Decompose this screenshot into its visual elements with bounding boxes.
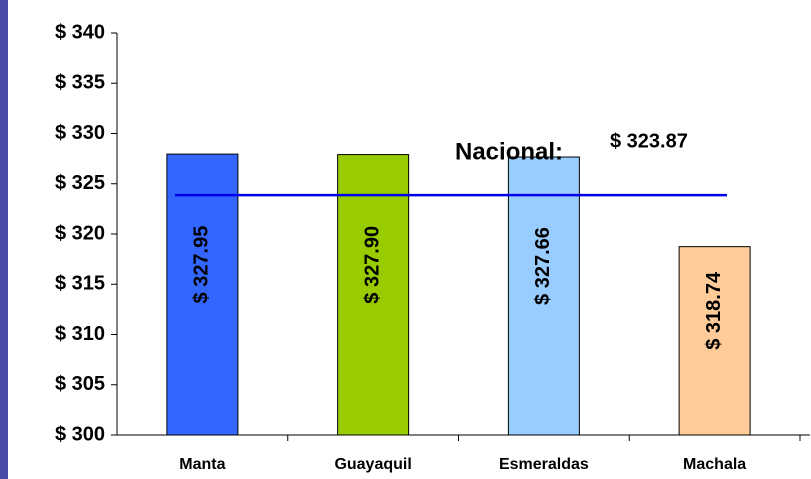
- x-tick-label: Guayaquil: [334, 456, 411, 473]
- y-tick-label: $ 315: [55, 273, 105, 295]
- bar: [678, 246, 751, 436]
- reference-value-label: $ 323.87: [610, 130, 688, 152]
- y-tick-label: $ 305: [55, 373, 105, 395]
- x-tick-label: Machala: [683, 456, 746, 473]
- y-tick-label: $ 320: [55, 222, 105, 244]
- value-label: $ 327.95: [191, 226, 213, 304]
- y-tick-label: $ 330: [55, 122, 105, 144]
- y-tick-label: $ 310: [55, 323, 105, 345]
- y-tick-label: $ 335: [55, 72, 105, 94]
- y-tick-label: $ 300: [55, 423, 105, 445]
- y-tick-label: $ 340: [55, 21, 105, 43]
- x-tick-label: Manta: [179, 456, 225, 473]
- side-strip: [0, 0, 8, 479]
- value-label: $ 318.74: [703, 271, 725, 350]
- value-label: $ 327.90: [361, 226, 383, 304]
- bar: [337, 154, 410, 436]
- x-tick-label: Esmeraldas: [499, 456, 589, 473]
- value-label: $ 327.66: [532, 227, 554, 305]
- bar: [507, 156, 580, 436]
- bar: [166, 153, 239, 436]
- reference-label: Nacional:: [455, 138, 563, 165]
- y-tick-label: $ 325: [55, 172, 105, 194]
